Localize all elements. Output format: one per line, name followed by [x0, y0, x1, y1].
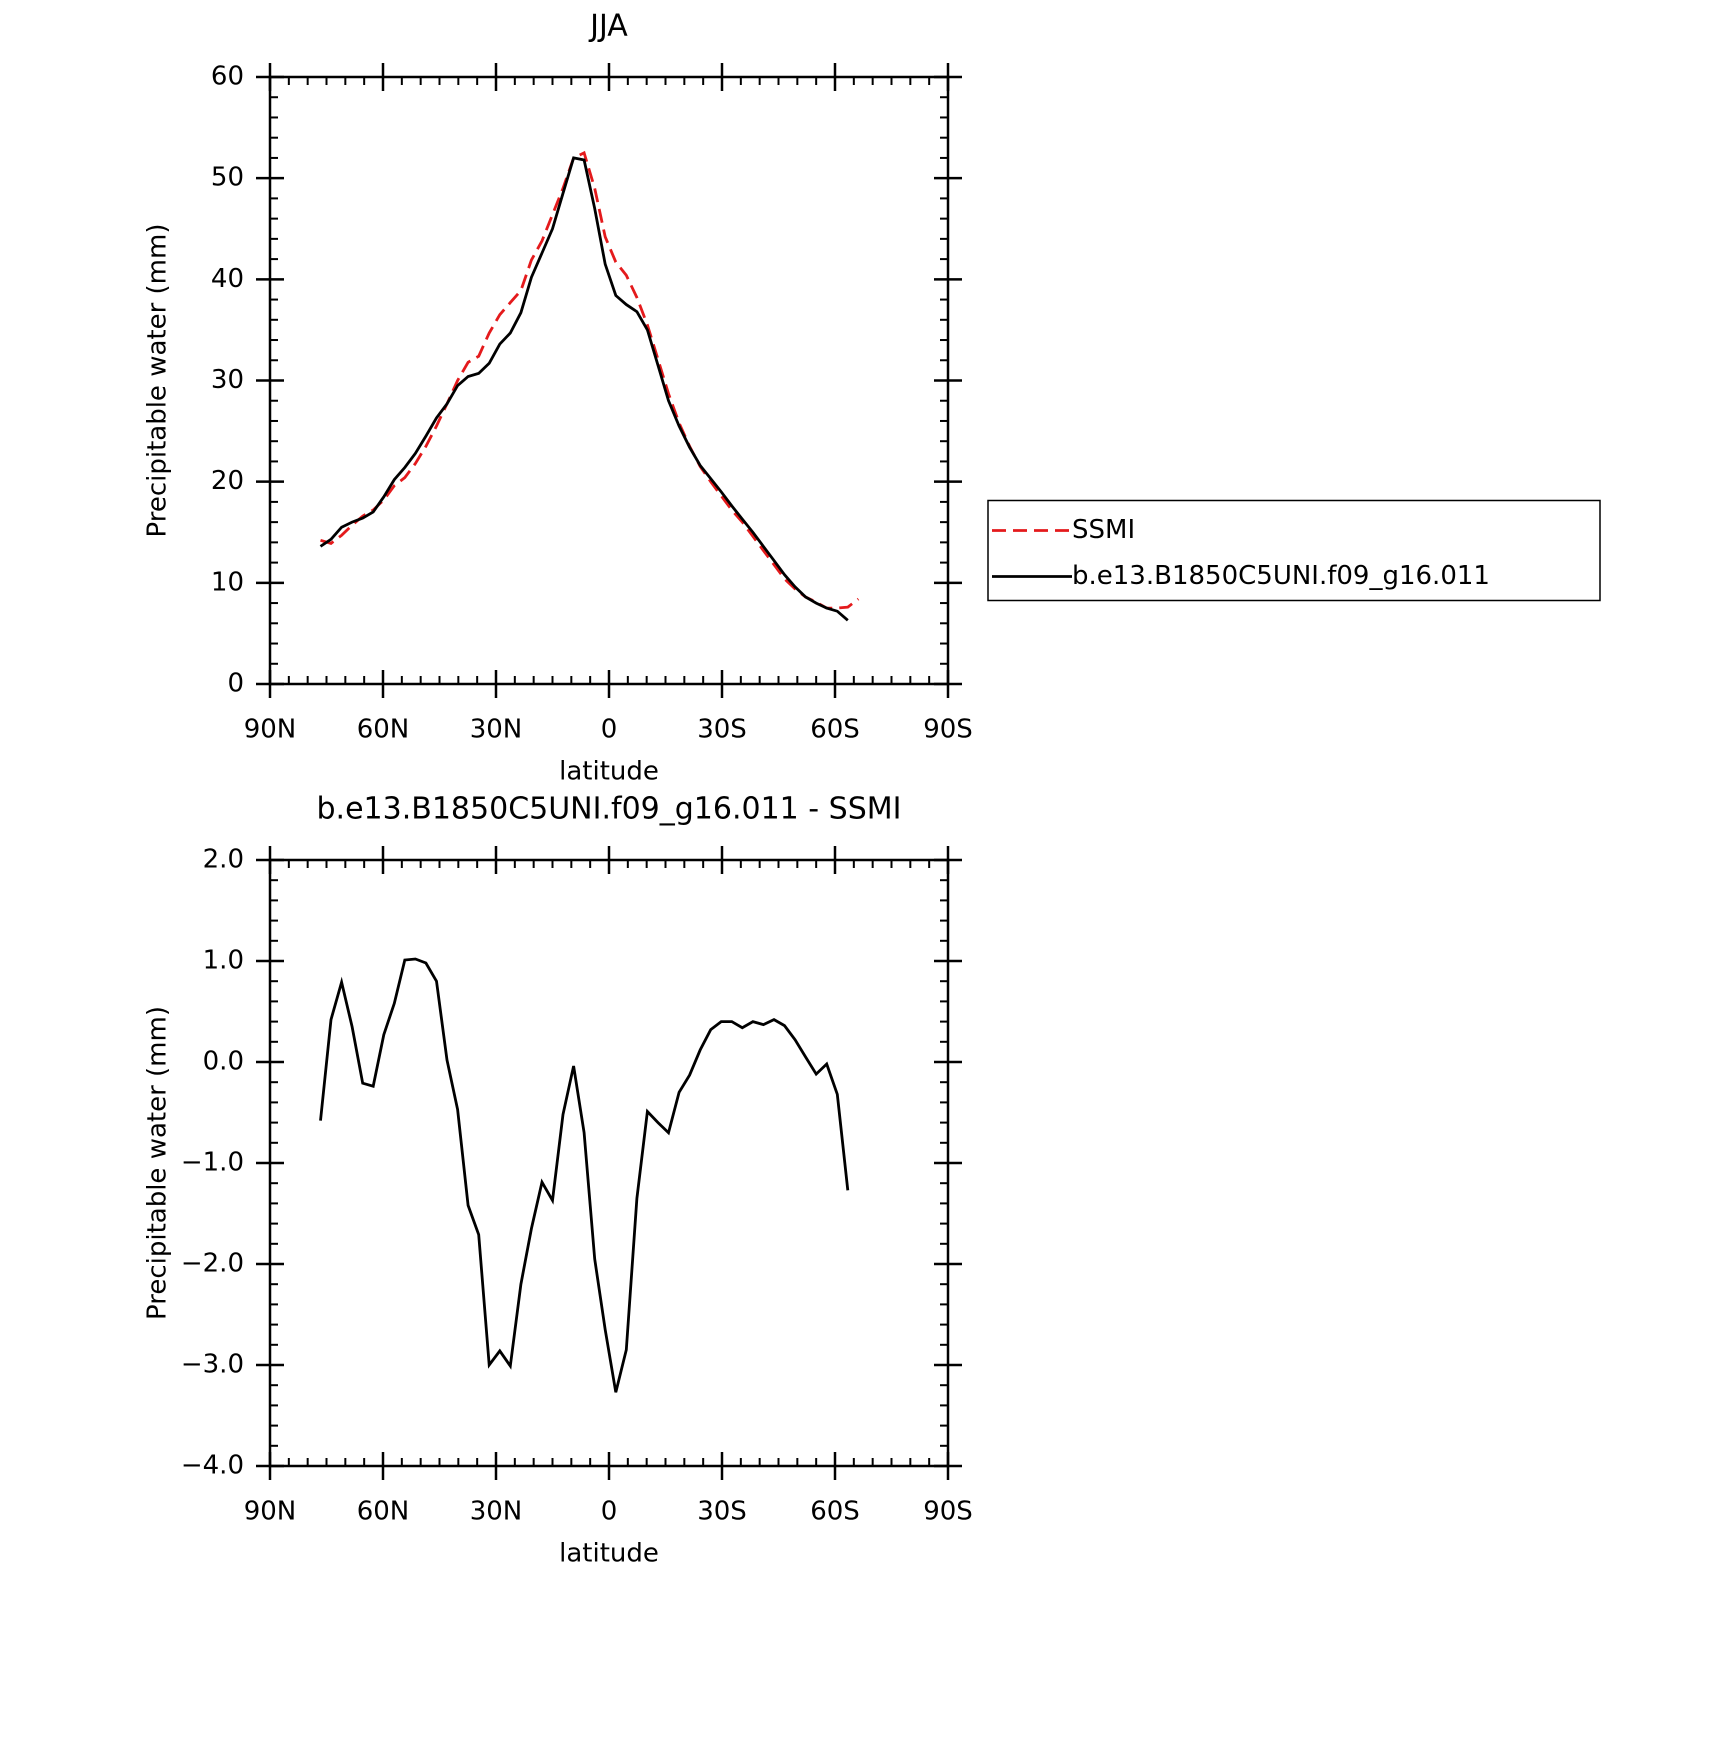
x-axis-label: latitude [559, 757, 659, 787]
x-tick-label: 90S [923, 1497, 973, 1527]
x-tick-label: 60S [810, 1497, 860, 1527]
x-tick-label: 60S [810, 715, 860, 745]
legend-label: b.e13.B1850C5UNI.f09_g16.011 [1072, 561, 1490, 591]
data-line [320, 150, 860, 610]
y-tick-label: 1.0 [203, 946, 244, 976]
plot-frame [268, 75, 950, 686]
x-tick-label: 30N [470, 715, 523, 745]
y-tick-label: 60 [211, 62, 244, 92]
y-tick-label: −3.0 [181, 1350, 244, 1380]
y-tick-label: 2.0 [203, 845, 244, 875]
plot-frame [268, 858, 950, 1468]
y-tick-label: −4.0 [181, 1451, 244, 1481]
x-tick-label: 60N [357, 1497, 410, 1527]
x-tick-label: 60N [357, 715, 410, 745]
y-tick-label: 0 [227, 669, 244, 699]
x-tick-label: 0 [601, 1497, 618, 1527]
chart-title: b.e13.B1850C5UNI.f09_g16.011 - SSMI [317, 792, 902, 827]
x-tick-label: 0 [601, 715, 618, 745]
x-tick-label: 30S [697, 715, 747, 745]
x-tick-label: 30N [470, 1497, 523, 1527]
x-tick-label: 90N [244, 715, 297, 745]
x-tick-label: 30S [697, 1497, 747, 1527]
data-line [319, 156, 849, 622]
y-tick-label: 20 [211, 466, 244, 496]
y-axis-label: Precipitable water (mm) [143, 224, 173, 538]
legend-label: SSMI [1072, 515, 1135, 545]
y-axis-label: Precipitable water (mm) [143, 1006, 173, 1320]
chart-title: JJA [588, 9, 628, 44]
x-axis-label: latitude [559, 1539, 659, 1569]
y-tick-label: 30 [211, 365, 244, 395]
y-tick-label: −1.0 [181, 1148, 244, 1178]
x-tick-label: 90S [923, 715, 973, 745]
legend-box [987, 499, 1601, 602]
y-tick-label: 50 [211, 163, 244, 193]
x-tick-label: 90N [244, 1497, 297, 1527]
y-tick-label: 10 [211, 567, 244, 597]
data-line [319, 957, 850, 1393]
y-tick-label: −2.0 [181, 1249, 244, 1279]
y-tick-label: 0.0 [203, 1047, 244, 1077]
y-tick-label: 40 [211, 264, 244, 294]
